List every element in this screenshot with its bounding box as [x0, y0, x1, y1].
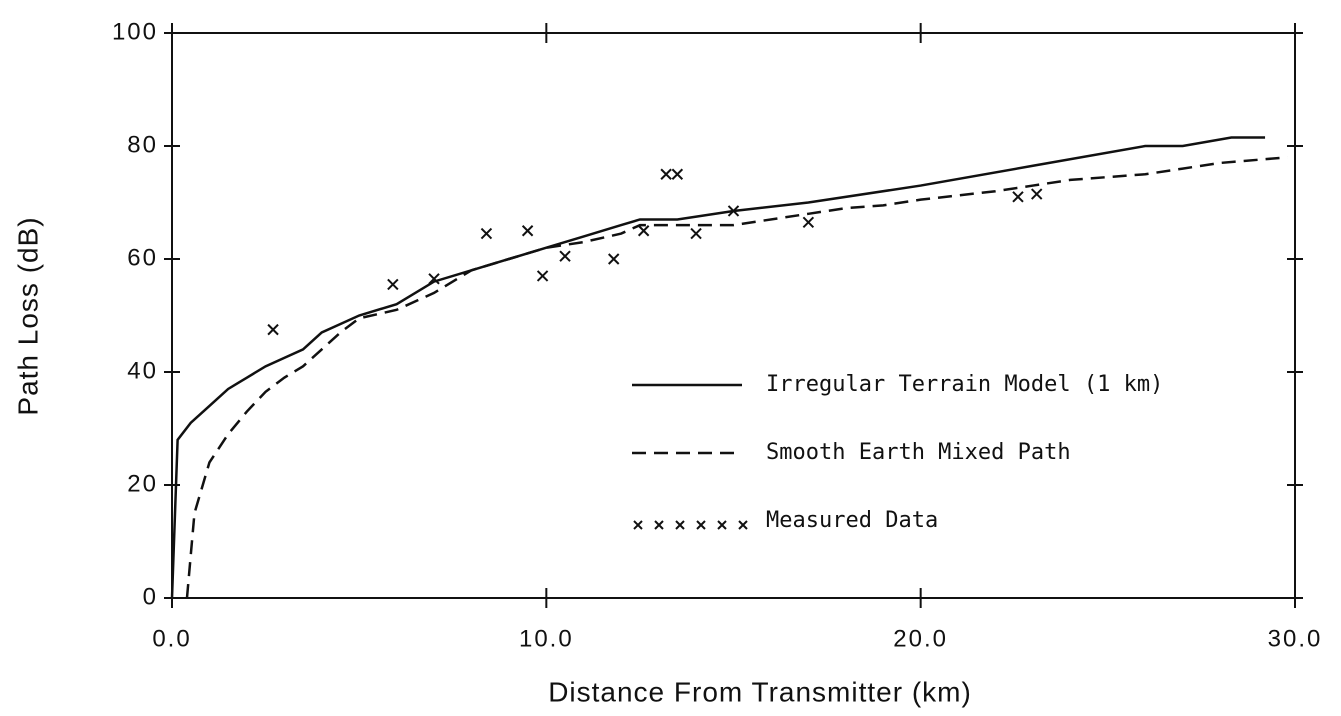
legend-marker: [654, 520, 664, 530]
marker: [428, 273, 440, 285]
legend-marker: [717, 520, 727, 530]
marker: [802, 216, 815, 228]
marker: [521, 225, 534, 237]
marker: [536, 270, 549, 282]
y-tick-label: 60: [127, 244, 158, 271]
marker: [690, 227, 702, 240]
y-tick-label: 100: [112, 18, 158, 45]
marker: [387, 278, 399, 291]
y-tick-label: 0: [143, 583, 158, 610]
x-tick-label: 30.0: [1268, 625, 1323, 652]
x-tick-label: 0.0: [152, 625, 191, 652]
marker: [1031, 188, 1043, 200]
x-tick-label: 10.0: [519, 625, 574, 652]
marker: [559, 250, 571, 262]
legend-label: Measured Data: [766, 508, 938, 533]
legend-label: Smooth Earth Mixed Path: [766, 440, 1071, 465]
y-tick-label: 40: [127, 357, 158, 384]
legend-marker: [738, 520, 748, 530]
marker: [637, 225, 650, 237]
x-tick-label: 20.0: [893, 625, 948, 652]
legend-marker: [675, 520, 685, 530]
marker: [1012, 191, 1024, 203]
y-tick-label: 20: [127, 470, 158, 497]
legend-label: Irregular Terrain Model (1 km): [766, 372, 1163, 397]
marker: [480, 227, 493, 240]
y-tick-label: 80: [127, 131, 158, 158]
plot-frame: [171, 32, 1296, 599]
line: [185, 156, 1288, 599]
marker: [727, 205, 740, 217]
marker: [671, 168, 684, 180]
marker: [608, 253, 620, 265]
x-axis-label: Distance From Transmitter (km): [548, 676, 972, 707]
legend-marker: [633, 520, 643, 530]
marker: [267, 323, 279, 336]
legend-marker: [696, 520, 706, 530]
y-axis-label: Path Loss (dB): [12, 216, 43, 415]
marker: [660, 168, 672, 180]
